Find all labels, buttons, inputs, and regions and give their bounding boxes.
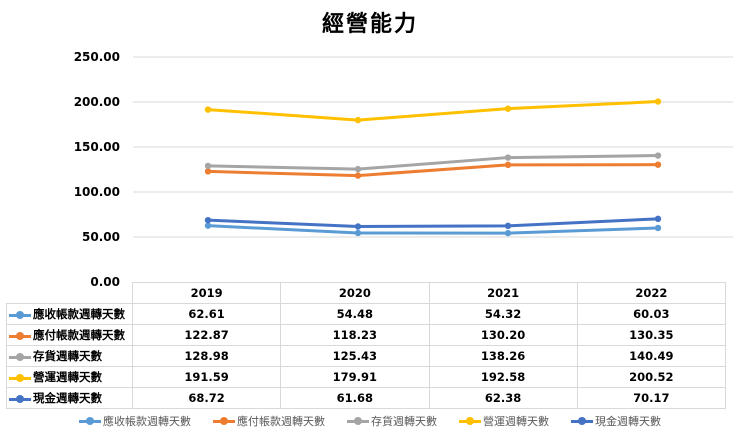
- table-value-cell: 61.68: [280, 387, 430, 409]
- table-row-header: 現金週轉天數: [6, 387, 133, 409]
- table-value-cell: 138.26: [428, 345, 578, 367]
- series-swatch: [571, 416, 593, 426]
- table-value-cell: 62.61: [131, 303, 282, 325]
- table-row-header: 應付帳款週轉天數: [6, 324, 133, 346]
- y-tick-label: 150.00: [73, 140, 120, 154]
- data-point-0-1: [354, 229, 362, 237]
- table-value-cell: 140.49: [576, 345, 727, 367]
- data-point-3-0: [204, 106, 212, 113]
- table-value-cell: 192.58: [428, 366, 578, 388]
- table-value-cell: 118.23: [280, 324, 430, 346]
- table-row: 應付帳款週轉天數 122.87 118.23 130.20 130.35: [6, 324, 727, 346]
- table-header-cell: 2022: [576, 282, 727, 304]
- series-swatch: [9, 394, 31, 404]
- table-value-cell: 200.52: [576, 366, 727, 388]
- legend: 應收帳款週轉天數 應付帳款週轉天數 存貨週轉天數 營運週轉天數 現金週轉天數: [0, 413, 740, 429]
- y-tick-label: 200.00: [73, 95, 120, 109]
- data-point-4-2: [504, 222, 512, 230]
- table-value-cell: 128.98: [131, 345, 282, 367]
- table-header-cell: 2019: [131, 282, 282, 304]
- legend-item: 營運週轉天數: [459, 413, 549, 429]
- data-point-3-3: [654, 98, 662, 105]
- table-row-header: 營運週轉天數: [6, 366, 133, 388]
- legend-label: 存貨週轉天數: [371, 415, 437, 428]
- series-name: 應付帳款週轉天數: [33, 328, 125, 342]
- series-swatch: [79, 416, 101, 426]
- plot-area: [133, 56, 733, 238]
- y-tick-label: 100.00: [73, 185, 120, 199]
- legend-label: 應付帳款週轉天數: [237, 415, 325, 428]
- table-value-cell: 125.43: [280, 345, 430, 367]
- series-line-0: [207, 224, 659, 235]
- chart-title: 經營能力: [321, 12, 418, 37]
- data-point-0-3: [654, 224, 662, 232]
- data-point-0-0: [204, 222, 212, 229]
- data-table: 2019 2020 2021 2022 應收帳款週轉天數 62.61 54.48 54.32 6…: [6, 282, 727, 409]
- data-point-0-2: [504, 229, 512, 237]
- series-line-3: [207, 100, 659, 122]
- table-value-cell: 54.48: [280, 303, 430, 325]
- table-value-cell: 70.17: [576, 387, 727, 409]
- data-point-4-3: [654, 215, 662, 223]
- legend-item: 存貨週轉天數: [347, 413, 437, 429]
- data-point-4-1: [354, 223, 362, 230]
- table-value-cell: 54.32: [428, 303, 578, 325]
- table-value-cell: 62.38: [428, 387, 578, 409]
- table-value-cell: 191.59: [131, 366, 282, 388]
- legend-item: 應收帳款週轉天數: [79, 413, 191, 429]
- table-row: 營運週轉天數 191.59 179.91 192.58 200.52: [6, 366, 727, 388]
- legend-item: 現金週轉天數: [571, 413, 661, 429]
- series-swatch: [9, 310, 31, 320]
- table-value-cell: 130.35: [576, 324, 727, 346]
- data-point-1-0: [204, 168, 212, 175]
- data-point-2-3: [654, 152, 662, 159]
- series-swatch: [9, 352, 31, 362]
- series-swatch: [9, 331, 31, 341]
- table-row: 存貨週轉天數 128.98 125.43 138.26 140.49: [6, 345, 727, 367]
- series-name: 現金週轉天數: [33, 391, 102, 405]
- table-row-header: 應收帳款週轉天數: [6, 303, 133, 325]
- data-point-4-0: [204, 216, 212, 224]
- data-point-2-1: [354, 165, 362, 173]
- series-line-1: [207, 163, 659, 178]
- y-tick-label: 250.00: [73, 50, 120, 64]
- series-swatch: [9, 373, 31, 383]
- series-line-4: [207, 217, 659, 228]
- data-point-1-2: [504, 161, 512, 169]
- table-value-cell: 68.72: [131, 387, 282, 409]
- legend-item: 應付帳款週轉天數: [213, 413, 325, 429]
- table-header-cell: 2020: [280, 282, 430, 304]
- table-row-header: 存貨週轉天數: [6, 345, 133, 367]
- table-corner: [6, 282, 133, 304]
- table-row: 現金週轉天數 68.72 61.68 62.38 70.17: [6, 387, 727, 409]
- table-value-cell: 130.20: [428, 324, 578, 346]
- table-value-cell: 122.87: [131, 324, 282, 346]
- table-value-cell: 60.03: [576, 303, 727, 325]
- legend-label: 應收帳款週轉天數: [103, 415, 191, 428]
- table-row: 應收帳款週轉天數 62.61 54.48 54.32 60.03: [6, 303, 727, 325]
- series-name: 存貨週轉天數: [33, 349, 102, 363]
- series-name: 應收帳款週轉天數: [33, 307, 125, 321]
- data-point-2-0: [204, 162, 212, 170]
- y-tick-label: 50.00: [82, 230, 120, 244]
- series-swatch: [347, 416, 369, 426]
- data-point-3-1: [354, 116, 362, 124]
- legend-label: 營運週轉天數: [483, 415, 549, 428]
- series-swatch: [459, 416, 481, 426]
- data-point-1-1: [354, 172, 362, 179]
- table-header-cell: 2021: [428, 282, 578, 304]
- data-point-2-2: [504, 154, 512, 161]
- series-name: 營運週轉天數: [33, 370, 102, 384]
- data-point-3-2: [504, 105, 512, 112]
- legend-label: 現金週轉天數: [595, 415, 661, 428]
- series-line-2: [207, 154, 659, 171]
- data-point-1-3: [654, 161, 662, 168]
- series-swatch: [213, 416, 235, 426]
- table-value-cell: 179.91: [280, 366, 430, 388]
